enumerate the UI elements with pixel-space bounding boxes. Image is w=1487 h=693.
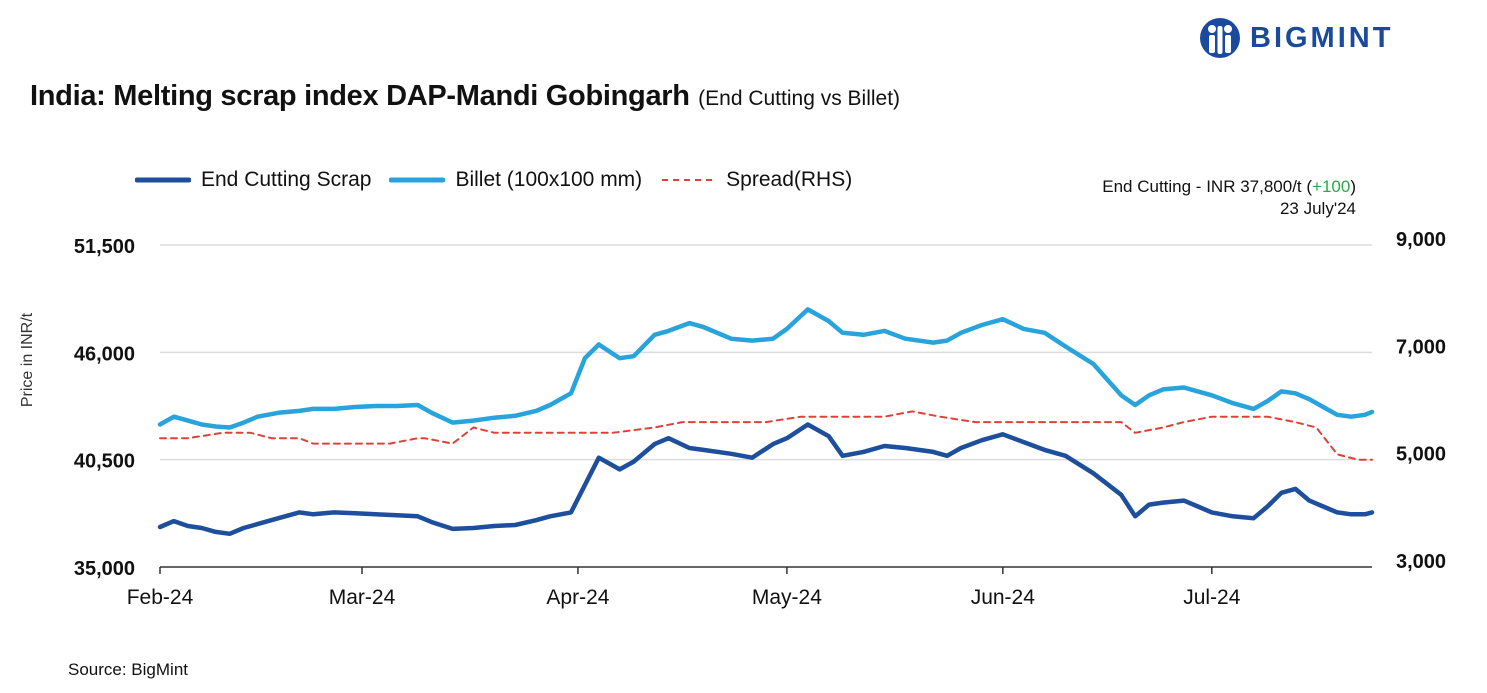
bigmint-logo-icon xyxy=(1200,18,1240,58)
brand: BIGMINT xyxy=(1198,16,1393,60)
legend-label-billet: Billet (100x100 mm) xyxy=(455,168,643,191)
y-tick-label-left: 46,000 xyxy=(74,343,135,365)
series-line-1 xyxy=(157,307,1375,430)
x-tick-label: Mar-24 xyxy=(329,586,396,609)
legend-swatch-billet xyxy=(389,177,446,183)
y-tick-label-left: 51,500 xyxy=(74,236,135,258)
source-note: Source: BigMint xyxy=(68,660,188,679)
legend-label-end-cutting: End Cutting Scrap xyxy=(201,168,372,191)
y-axis-title: Price in INR/t xyxy=(19,312,36,407)
chart-axes: 35,000 40,500 46,000 51,500 3,000 5,000 7,000 9… xyxy=(19,229,1446,609)
price-annotation-date: 23 July'24 xyxy=(1279,199,1356,218)
price-annotation-suffix: ) xyxy=(1350,177,1356,196)
legend-label-spread: Spread(RHS) xyxy=(726,168,853,191)
price-change: +100 xyxy=(1312,177,1351,196)
price-annotation: End Cutting - INR 37,800/t (+100) 23 Jul… xyxy=(1102,176,1356,220)
series-line-2 xyxy=(159,410,1373,461)
x-tick-label: Jul-24 xyxy=(1183,586,1241,609)
chart-title: India: Melting scrap index DAP-Mandi Gob… xyxy=(30,80,900,113)
y-tick-label-right: 5,000 xyxy=(1396,444,1446,466)
chart-legend: End Cutting Scrap Billet (100x100 mm) Sp… xyxy=(135,168,870,192)
legend-swatch-end-cutting xyxy=(135,177,191,183)
y-tick-label-left: 40,500 xyxy=(74,451,135,473)
y-tick-label-right: 7,000 xyxy=(1396,336,1446,358)
legend-swatch-spread xyxy=(662,179,715,181)
chart-gridlines xyxy=(160,244,1372,461)
chart-title-sub: (End Cutting vs Billet) xyxy=(698,87,901,110)
price-annotation-line: End Cutting - INR 37,800/t (+100) xyxy=(1102,176,1356,198)
chart-title-main: India: Melting scrap index DAP-Mandi Gob… xyxy=(30,80,690,112)
y-tick-label-right: 9,000 xyxy=(1396,229,1446,251)
x-tick-label: May-24 xyxy=(752,586,822,609)
legend-item-end-cutting: End Cutting Scrap xyxy=(135,168,371,192)
series-line-0 xyxy=(157,422,1375,537)
x-tick-label: Feb-24 xyxy=(127,586,194,609)
y-tick-label-right: 3,000 xyxy=(1396,551,1446,573)
brand-name: BIGMINT xyxy=(1250,21,1394,54)
price-annotation-prefix: End Cutting - INR 37,800/t ( xyxy=(1102,177,1313,196)
x-tick-label: Apr-24 xyxy=(546,586,609,609)
legend-item-spread: Spread(RHS) xyxy=(660,168,852,192)
y-tick-label-left: 35,000 xyxy=(74,558,135,580)
x-tick-label: Jun-24 xyxy=(971,586,1036,609)
chart-series xyxy=(157,307,1375,537)
legend-item-billet: Billet (100x100 mm) xyxy=(389,168,642,192)
